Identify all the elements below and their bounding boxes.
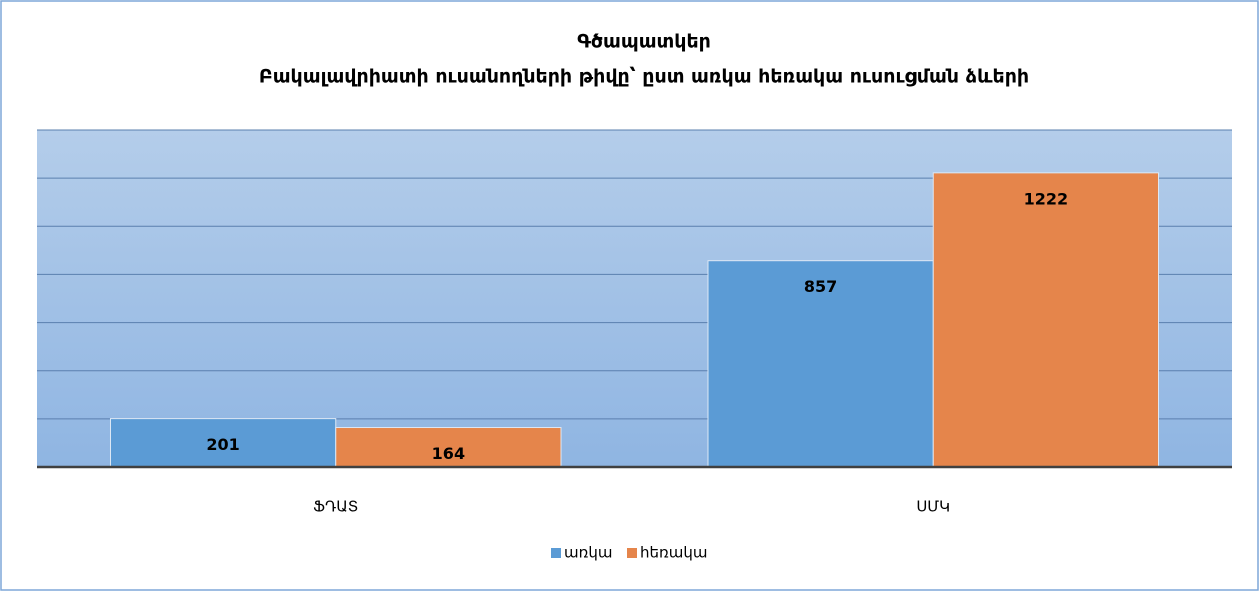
data-label: 201	[206, 435, 239, 454]
chart-title: Գծապատկեր	[577, 31, 711, 53]
bar	[932, 172, 1160, 468]
bar	[707, 260, 934, 468]
legend-swatch	[551, 548, 561, 558]
data-label: 164	[432, 444, 465, 463]
bar	[335, 427, 562, 468]
legend-label: առկա	[564, 544, 612, 562]
legend-label: հեռակա	[640, 544, 707, 562]
bar	[109, 418, 337, 468]
x-tick-label: ՖԴԱՏ	[313, 498, 358, 516]
chart-subtitle: Բակալավրիատի ուսանողների թիվը՝ ըստ առկա …	[259, 66, 1029, 88]
data-label: 1222	[1024, 189, 1069, 208]
legend-swatch	[627, 548, 637, 558]
data-label: 857	[804, 277, 837, 296]
x-tick-label: ՍՄԿ	[916, 498, 950, 516]
